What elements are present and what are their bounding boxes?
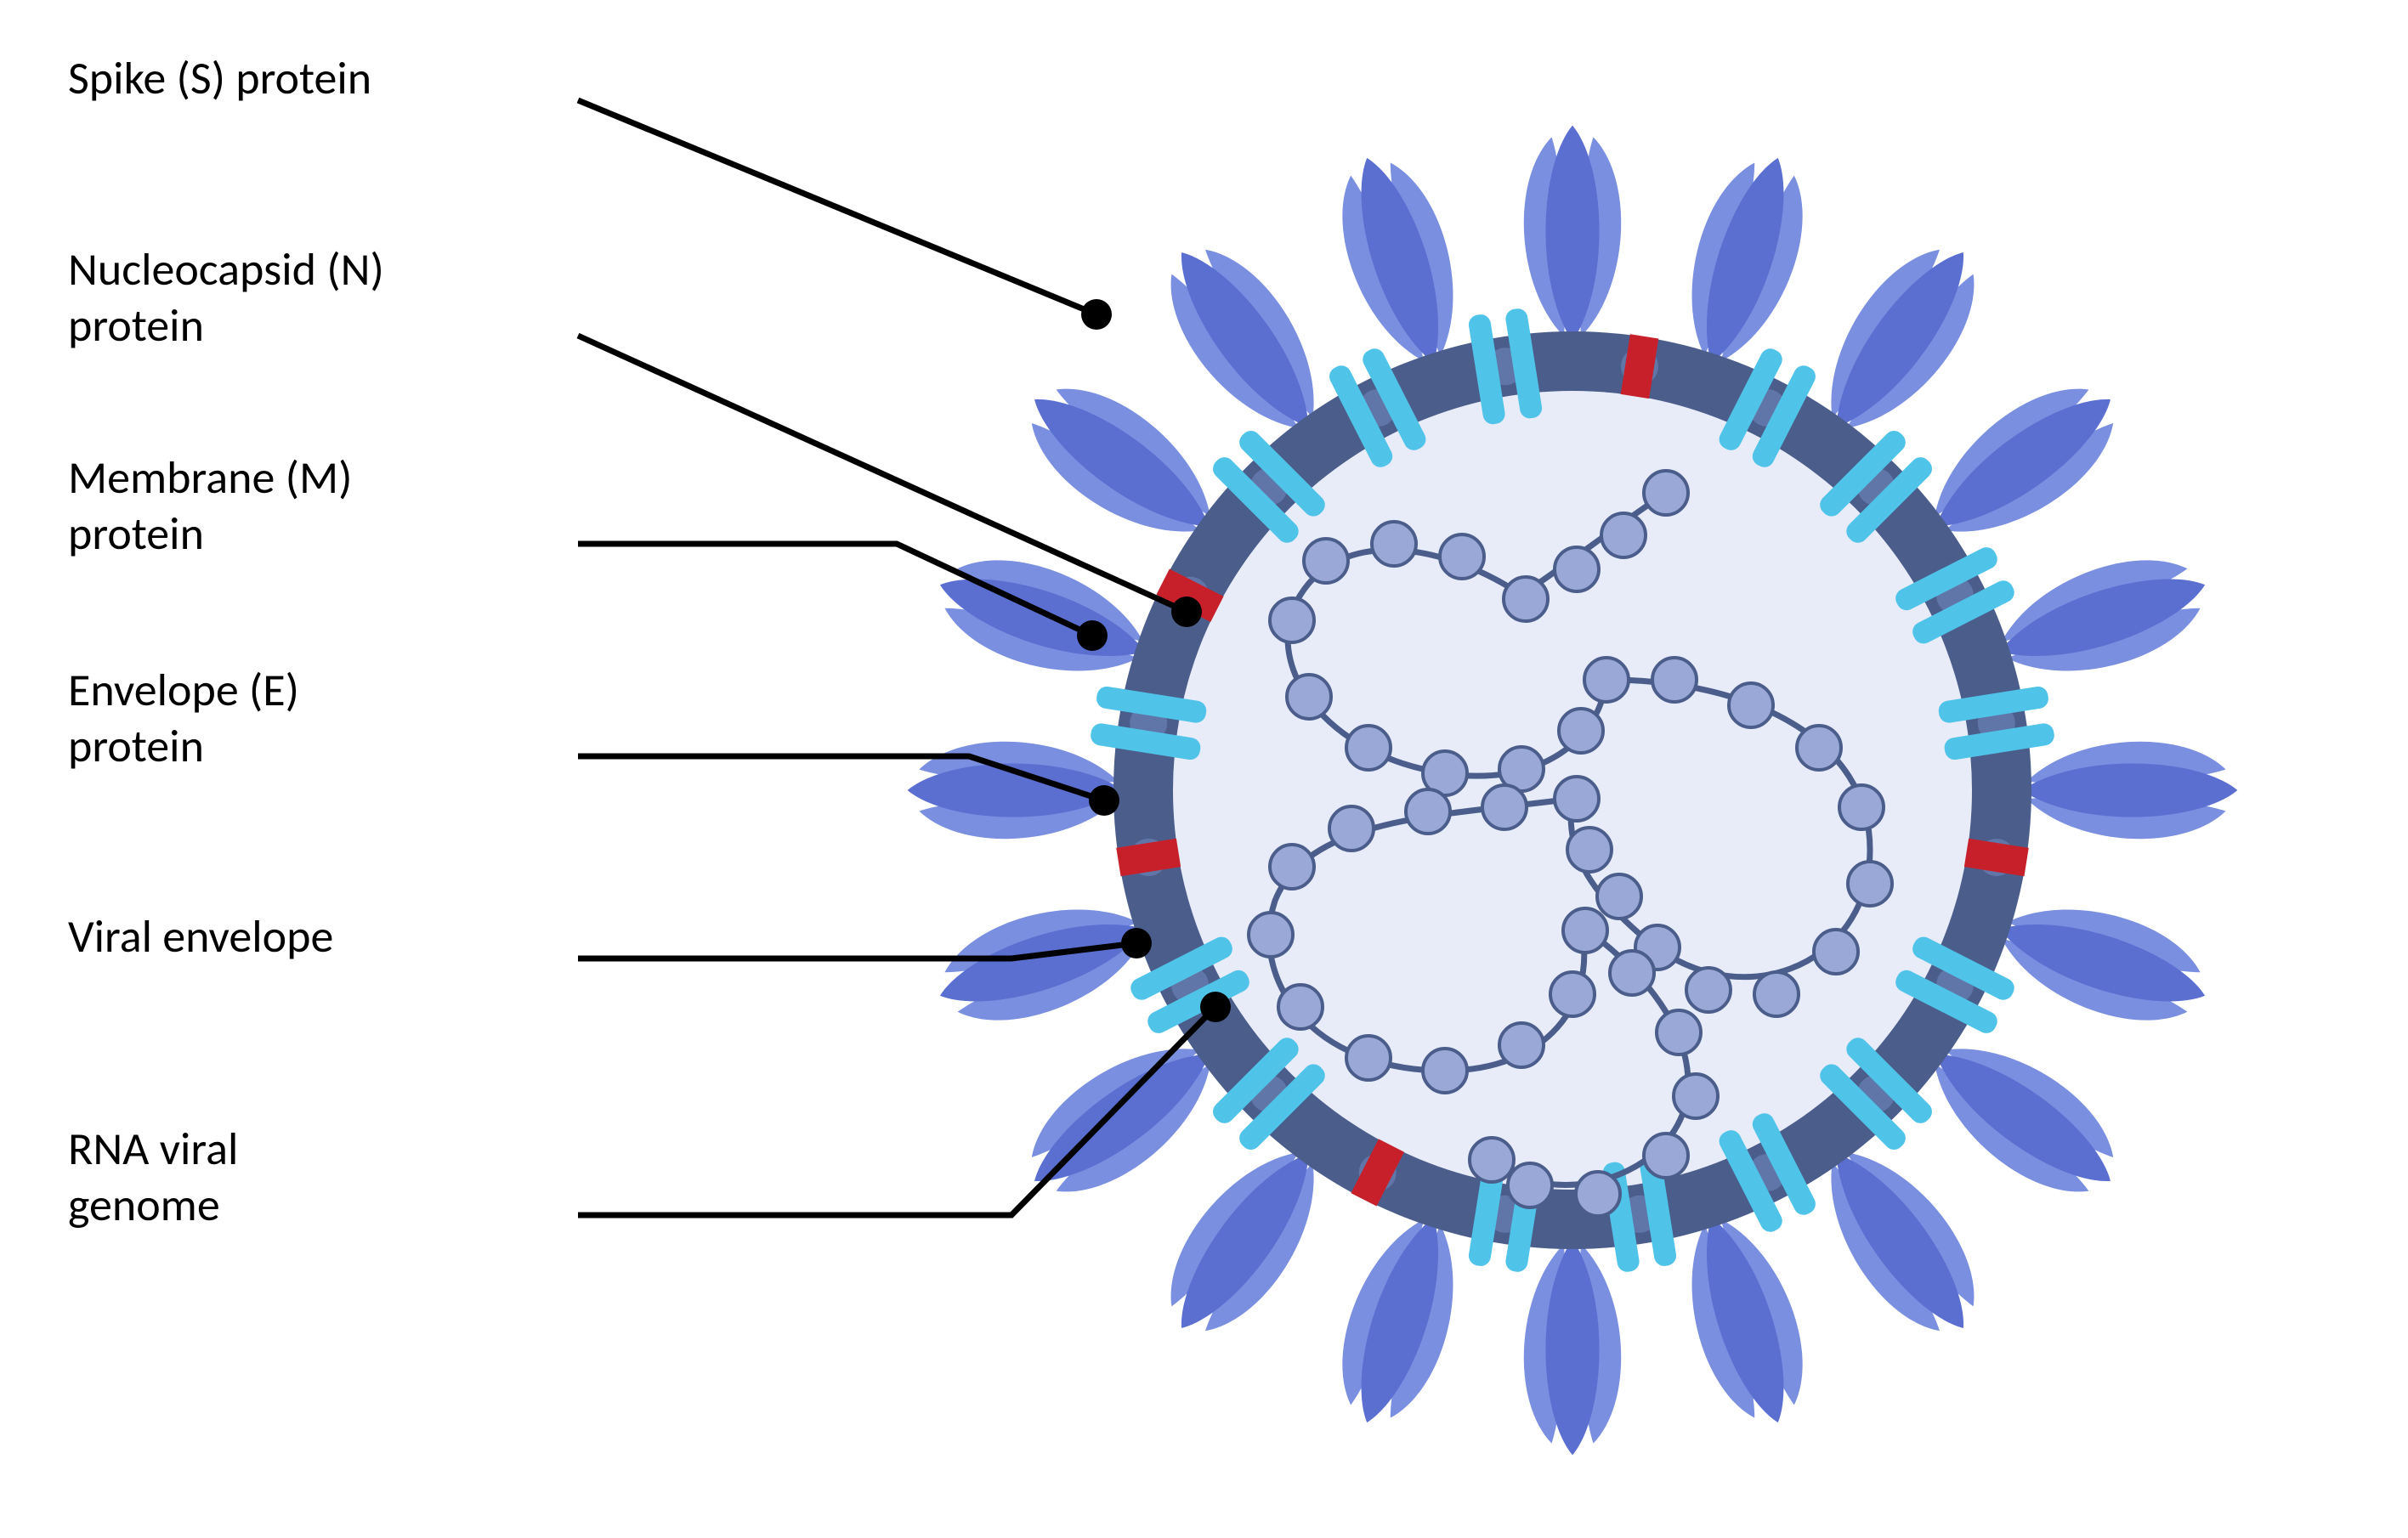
nucleocapsid-protein xyxy=(1304,539,1348,583)
nucleocapsid-protein xyxy=(1584,658,1629,702)
leader-dot-nucleocapsid xyxy=(1171,597,1202,627)
nucleocapsid-protein xyxy=(1674,1074,1718,1118)
nucleocapsid-protein xyxy=(1814,930,1858,974)
nucleocapsid-protein xyxy=(1729,683,1773,727)
nucleocapsid-protein xyxy=(1839,785,1884,829)
nucleocapsid-protein xyxy=(1423,1049,1467,1093)
nucleocapsid-protein xyxy=(1576,1172,1620,1216)
label-rna: RNA viralgenome xyxy=(68,1121,238,1233)
nucleocapsid-protein xyxy=(1597,874,1641,919)
nucleocapsid-protein xyxy=(1848,862,1892,906)
label-envelope: Viral envelope xyxy=(68,908,333,964)
nucleocapsid-protein xyxy=(1508,1163,1552,1207)
leader-dot-envelope xyxy=(1121,928,1152,958)
nucleocapsid-protein xyxy=(1270,598,1314,642)
nucleocapsid-protein xyxy=(1563,908,1607,953)
nucleocapsid-protein xyxy=(1249,913,1293,957)
nucleocapsid-protein xyxy=(1550,972,1595,1016)
nucleocapsid-protein xyxy=(1270,845,1314,889)
nucleocapsid-protein xyxy=(1644,471,1688,515)
nucleocapsid-protein xyxy=(1329,806,1374,851)
leader-dot-envelope-p xyxy=(1089,785,1119,816)
nucleocapsid-protein xyxy=(1797,726,1841,770)
nucleocapsid-protein xyxy=(1278,985,1323,1029)
leader-dot-membrane xyxy=(1077,620,1108,651)
label-spike: Spike (S) protein xyxy=(68,50,371,106)
nucleocapsid-protein xyxy=(1601,513,1646,557)
nucleocapsid-protein xyxy=(1406,789,1450,834)
nucleocapsid-protein xyxy=(1346,1036,1391,1080)
nucleocapsid-protein xyxy=(1287,675,1331,719)
nucleocapsid-protein xyxy=(1482,785,1527,829)
nucleocapsid-protein xyxy=(1652,658,1697,702)
nucleocapsid-protein xyxy=(1555,777,1599,821)
nucleocapsid-protein xyxy=(1686,968,1731,1012)
leader-dot-rna xyxy=(1200,992,1231,1022)
nucleocapsid-protein xyxy=(1555,547,1599,591)
nucleocapsid-protein xyxy=(1470,1138,1514,1182)
nucleocapsid-protein xyxy=(1440,534,1484,579)
nucleocapsid-protein xyxy=(1567,828,1612,872)
nucleocapsid-protein xyxy=(1754,972,1799,1016)
leader-dot-spike xyxy=(1081,299,1112,330)
nucleocapsid-protein xyxy=(1372,522,1416,566)
nucleocapsid-protein xyxy=(1657,1010,1701,1055)
nucleocapsid-protein xyxy=(1559,709,1603,753)
nucleocapsid-protein xyxy=(1610,951,1654,995)
nucleocapsid-protein xyxy=(1504,577,1548,621)
nucleocapsid-protein xyxy=(1499,1023,1544,1067)
nucleocapsid-protein xyxy=(1346,726,1391,770)
nucleocapsid-protein xyxy=(1644,1134,1688,1178)
